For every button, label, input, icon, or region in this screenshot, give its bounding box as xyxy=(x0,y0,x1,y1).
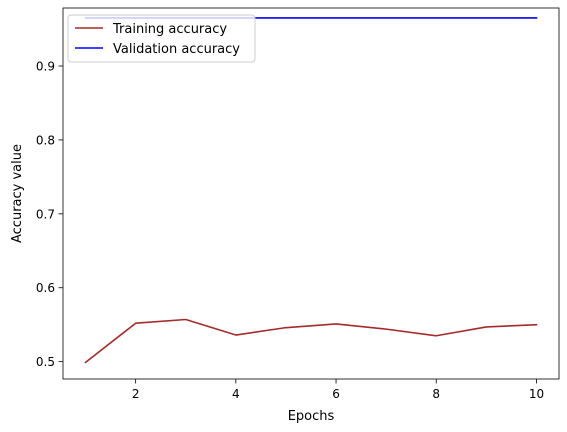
plot-frame xyxy=(62,7,560,380)
x-tick-label: 6 xyxy=(332,387,340,401)
x-tick-label: 4 xyxy=(232,387,240,401)
x-tick-label: 10 xyxy=(529,387,544,401)
y-tick-label: 0.5 xyxy=(36,355,55,369)
y-axis-label: Accuracy value xyxy=(10,144,25,243)
x-tick-label: 8 xyxy=(432,387,440,401)
legend: Training accuracy Validation accuracy xyxy=(67,14,256,63)
y-tick-label: 0.7 xyxy=(36,207,55,221)
legend-label-validation: Validation accuracy xyxy=(113,42,240,57)
legend-label-training: Training accuracy xyxy=(112,22,227,37)
legend-box xyxy=(67,14,256,63)
y-tick-label: 0.9 xyxy=(36,60,55,74)
x-tick-label: 2 xyxy=(132,387,140,401)
series-line-training-accuracy xyxy=(84,318,538,364)
ticks-layer: 2 4 6 8 10 0.5 0.6 0.7 0.8 0.9 xyxy=(36,60,544,401)
y-tick-label: 0.8 xyxy=(36,133,55,147)
y-tick-label: 0.6 xyxy=(36,281,55,295)
plot-area xyxy=(63,8,559,379)
x-axis-label: Epochs xyxy=(288,409,335,424)
